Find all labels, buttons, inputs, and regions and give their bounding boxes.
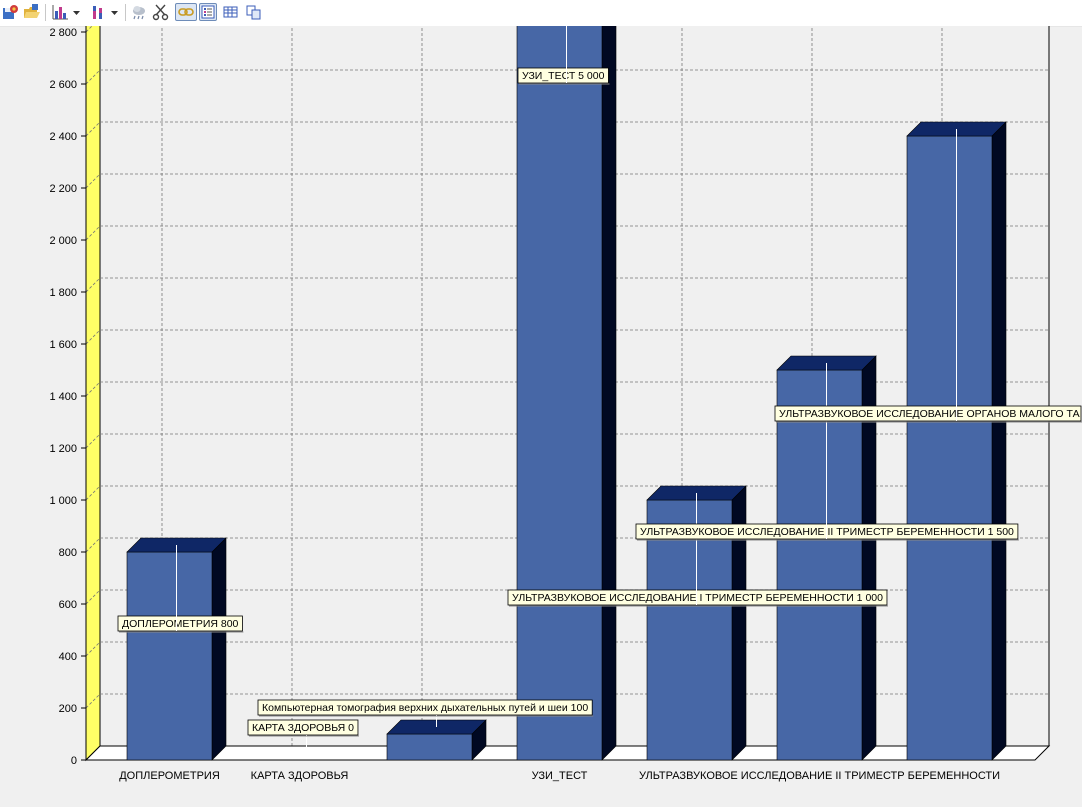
data-label-text: ДОПЛЕРОМЕТРИЯ 800 xyxy=(122,618,239,630)
bar xyxy=(516,26,603,761)
data-label-box xyxy=(257,699,593,716)
gridline-wall xyxy=(85,433,101,449)
x-tick-label: УЛЬТРАЗВУКОВОЕ ИССЛЕДОВАНИЕ II ТРИМЕСТР … xyxy=(639,770,1000,782)
y-tick-label: 0 xyxy=(71,755,77,767)
gridline-wall xyxy=(85,485,101,501)
gridline-wall xyxy=(85,69,101,85)
data-label-box xyxy=(774,405,1082,422)
toolbar-separator xyxy=(125,4,126,21)
data-label: УЛЬТРАЗВУКОВОЕ ИССЛЕДОВАНИЕ ОРГАНОВ МАЛО… xyxy=(774,129,1082,423)
series-chart-icon[interactable] xyxy=(89,3,107,21)
data-label: КАРТА ЗДОРОВЬЯ 0 xyxy=(247,719,359,753)
gridline-wall xyxy=(85,641,101,657)
y-tick-label: 1 800 xyxy=(49,287,77,299)
scissors-icon[interactable] xyxy=(152,3,170,21)
data-label-box xyxy=(117,615,243,632)
bar-side xyxy=(211,537,227,761)
gridline-wall xyxy=(85,537,101,553)
open-folder-icon[interactable] xyxy=(23,3,41,21)
bar xyxy=(776,369,863,761)
bar-chart-type-icon[interactable] xyxy=(51,3,69,21)
save-chart-icon[interactable] xyxy=(1,3,19,21)
bar xyxy=(126,551,213,761)
dropdown-arrow-icon[interactable] xyxy=(71,3,83,21)
gridline-wall xyxy=(85,225,101,241)
data-label-text: Компьютерная томография верхних дыхатель… xyxy=(262,702,588,714)
table-grid-icon[interactable] xyxy=(222,3,240,21)
x-tick-label: КАРТА ЗДОРОВЬЯ xyxy=(251,770,349,782)
y-tick-label: 800 xyxy=(59,547,77,559)
data-label: УЛЬТРАЗВУКОВОЕ ИССЛЕДОВАНИЕ II ТРИМЕСТР … xyxy=(635,363,1019,541)
copy-icon[interactable] xyxy=(245,3,263,21)
x-tick-label: УЗИ_ТЕСТ xyxy=(532,770,588,782)
data-label: УЛЬТРАЗВУКОВОЕ ИССЛЕДОВАНИЕ I ТРИМЕСТР Б… xyxy=(507,493,888,607)
bar xyxy=(906,135,993,761)
data-label: ДОПЛЕРОМЕТРИЯ 800 xyxy=(117,545,244,633)
data-label-text: УЗИ_ТЕСТ 5 000 xyxy=(522,70,605,82)
y-tick-label: 2 800 xyxy=(49,27,77,39)
y-tick-label: 1 200 xyxy=(49,443,77,455)
y-tick-label: 600 xyxy=(59,599,77,611)
gridline-wall xyxy=(85,329,101,345)
data-label-box xyxy=(507,589,888,606)
y-tick-label: 1 000 xyxy=(49,495,77,507)
bar xyxy=(646,499,733,761)
data-label-box xyxy=(517,67,609,84)
gridline-wall xyxy=(85,381,101,397)
y-tick-label: 2 200 xyxy=(49,183,77,195)
y-tick-label: 2 400 xyxy=(49,131,77,143)
y-tick-label: 2 600 xyxy=(49,79,77,91)
y-tick-label: 400 xyxy=(59,651,77,663)
toolbar xyxy=(0,0,1082,27)
x-tick-label: ДОПЛЕРОМЕТРИЯ xyxy=(119,770,220,782)
gridline-wall xyxy=(85,121,101,137)
weather-3d-icon[interactable] xyxy=(130,3,148,21)
bar xyxy=(386,733,473,761)
data-label-box xyxy=(247,719,359,736)
bar-side xyxy=(991,121,1007,761)
y-tick-label: 1 600 xyxy=(49,339,77,351)
bar-side xyxy=(601,26,617,761)
data-label-text: КАРТА ЗДОРОВЬЯ 0 xyxy=(252,722,354,734)
link-icon[interactable] xyxy=(175,3,197,21)
gridline-wall xyxy=(85,589,101,605)
dropdown-arrow-icon[interactable] xyxy=(109,3,121,21)
y-tick-label: 1 400 xyxy=(49,391,77,403)
data-label-text: УЛЬТРАЗВУКОВОЕ ИССЛЕДОВАНИЕ II ТРИМЕСТР … xyxy=(640,526,1014,538)
gridline-wall xyxy=(85,693,101,709)
data-label: Компьютерная томография верхних дыхатель… xyxy=(257,699,594,727)
gridline-wall xyxy=(85,277,101,293)
legend-icon[interactable] xyxy=(199,3,217,21)
bar-chart: 0 200 400 600 800 1 000 1 200 1 400 1 600 1 800 2 … xyxy=(49,26,1082,782)
toolbar-separator xyxy=(45,4,46,21)
data-label: УЗИ_ТЕСТ 5 000 xyxy=(517,26,610,85)
left-wall xyxy=(85,26,101,762)
y-tick-label: 200 xyxy=(59,703,77,715)
y-tick-label: 2 000 xyxy=(49,235,77,247)
data-label-text: УЛЬТРАЗВУКОВОЕ ИССЛЕДОВАНИЕ I ТРИМЕСТР Б… xyxy=(512,592,883,604)
gridline-wall xyxy=(85,173,101,189)
data-label-text: УЛЬТРАЗВУКОВОЕ ИССЛЕДОВАНИЕ ОРГАНОВ МАЛО… xyxy=(779,408,1080,420)
